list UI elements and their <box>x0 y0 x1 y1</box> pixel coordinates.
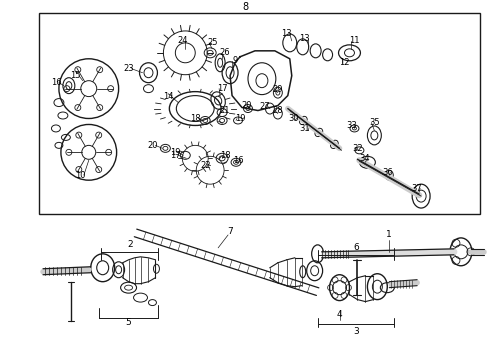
Text: 27: 27 <box>260 102 270 111</box>
Text: 4: 4 <box>337 310 343 319</box>
Text: 7: 7 <box>227 228 233 237</box>
Text: 24: 24 <box>177 36 188 45</box>
Text: 32: 32 <box>352 144 363 153</box>
Text: 12: 12 <box>339 58 350 67</box>
Text: 3: 3 <box>354 327 359 336</box>
Text: 31: 31 <box>299 124 310 133</box>
Text: 18: 18 <box>190 114 200 123</box>
Text: 5: 5 <box>126 318 131 327</box>
Text: 9: 9 <box>232 56 238 65</box>
Text: 15: 15 <box>71 71 81 80</box>
Text: 11: 11 <box>349 36 360 45</box>
Text: 2: 2 <box>128 240 133 249</box>
Text: 1: 1 <box>387 230 392 239</box>
Text: 28: 28 <box>272 106 283 115</box>
Text: 16: 16 <box>50 78 61 87</box>
Text: 22: 22 <box>200 161 210 170</box>
Text: 36: 36 <box>382 168 392 177</box>
Text: 20: 20 <box>242 101 252 110</box>
Text: 17: 17 <box>217 84 227 93</box>
Text: 19: 19 <box>235 114 245 123</box>
Text: 37: 37 <box>412 184 422 193</box>
Text: 23: 23 <box>123 64 134 73</box>
Text: 33: 33 <box>346 121 357 130</box>
Text: 21: 21 <box>220 106 230 115</box>
Text: 25: 25 <box>207 39 218 48</box>
Text: 18: 18 <box>220 151 230 160</box>
Text: 35: 35 <box>369 118 380 127</box>
Text: 30: 30 <box>289 114 299 123</box>
Bar <box>39 13 480 214</box>
Text: 20: 20 <box>147 141 158 150</box>
Text: 26: 26 <box>220 48 230 57</box>
Text: 29: 29 <box>272 85 283 94</box>
Text: 17: 17 <box>170 151 181 160</box>
Text: 8: 8 <box>242 2 248 12</box>
Text: 14: 14 <box>163 92 173 101</box>
Text: 10: 10 <box>75 171 86 180</box>
Text: 6: 6 <box>354 243 359 252</box>
Text: 16: 16 <box>233 156 244 165</box>
Text: 19: 19 <box>170 148 181 157</box>
Text: 13: 13 <box>299 35 310 44</box>
Text: 34: 34 <box>359 154 370 163</box>
Text: 13: 13 <box>281 30 292 39</box>
